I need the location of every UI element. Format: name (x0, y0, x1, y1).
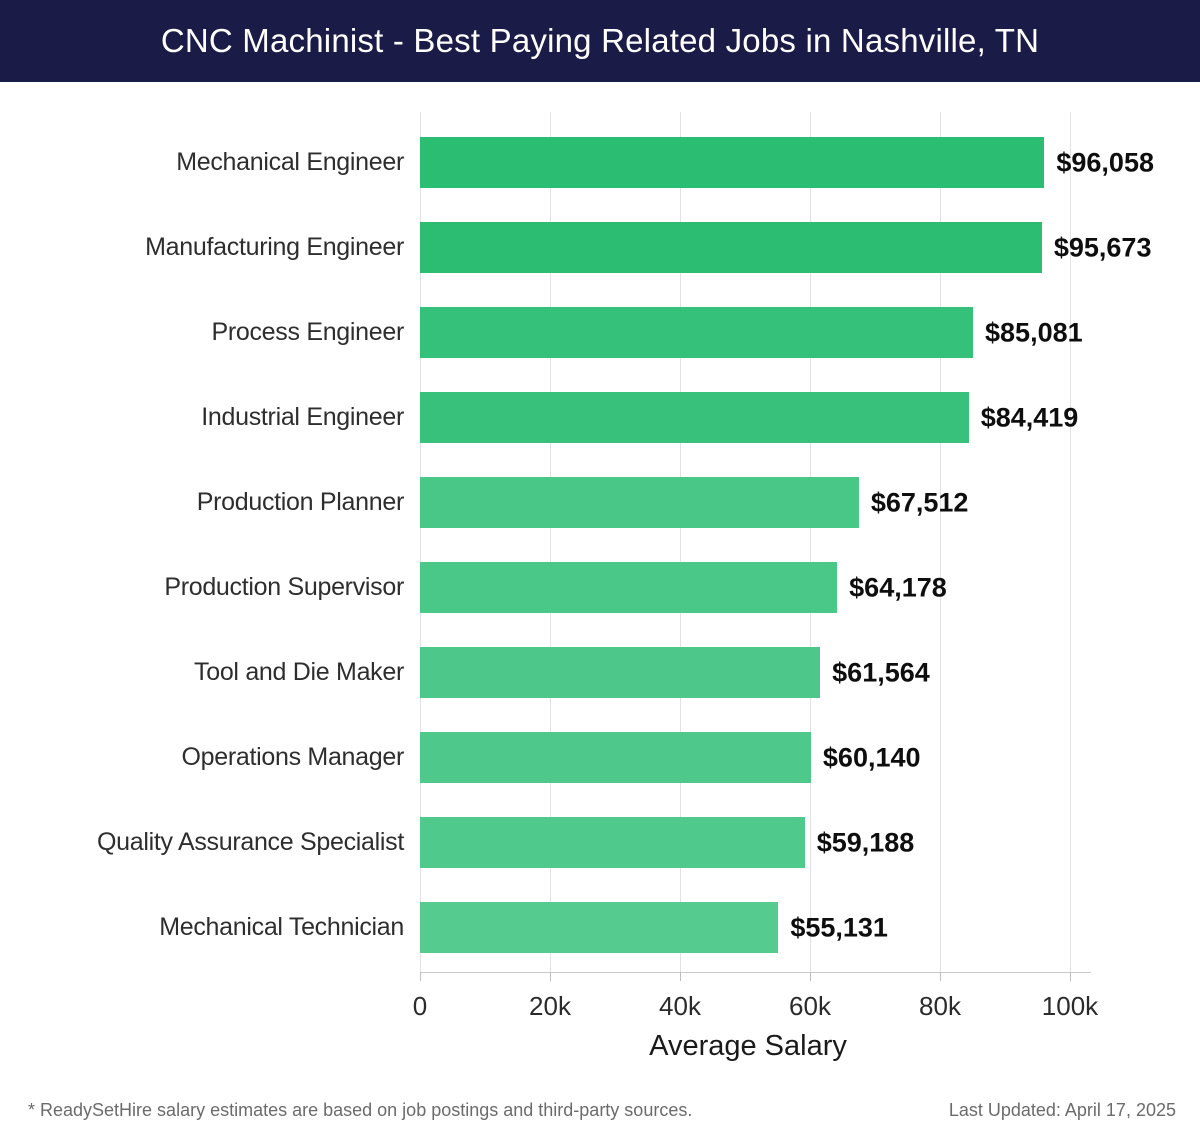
chart-row: Quality Assurance Specialist $59,188 (0, 800, 1200, 885)
tick-label: 80k (919, 991, 961, 1021)
bar-track: $59,188 (420, 800, 1200, 885)
bar (420, 902, 779, 953)
bar-track: $60,140 (420, 715, 1200, 800)
category-label: Mechanical Technician (159, 913, 404, 941)
chart-row: Tool and Die Maker $61,564 (0, 630, 1200, 715)
disclaimer-text: * ReadySetHire salary estimates are base… (28, 1100, 693, 1120)
bar-track: $96,058 (420, 120, 1200, 205)
value-label: $96,058 (1056, 147, 1154, 177)
category-label: Tool and Die Maker (194, 658, 404, 686)
chart-row: Operations Manager $60,140 (0, 715, 1200, 800)
x-axis-tick-labels: 0 20k 40k 60k 80k 100k (413, 991, 1120, 1025)
chart-title: CNC Machinist - Best Paying Related Jobs… (160, 22, 1040, 59)
gridlines (420, 112, 1080, 972)
value-label: $84,419 (980, 402, 1079, 432)
category-label: Manufacturing Engineer (145, 233, 404, 261)
bar (420, 477, 859, 528)
x-axis-ticks (420, 972, 1080, 982)
gridline (550, 112, 551, 972)
category-label: Industrial Engineer (201, 403, 404, 431)
bar (420, 562, 838, 613)
tick-label: 100k (1041, 991, 1099, 1021)
chart-row: Production Supervisor $64,178 (0, 545, 1200, 630)
gridline (1070, 112, 1071, 972)
tick-label: 20k (529, 991, 571, 1021)
value-label: $64,178 (849, 572, 947, 602)
chart-row: Mechanical Technician $55,131 (0, 885, 1200, 970)
bar-track: $55,131 (420, 885, 1200, 970)
value-label: $55,131 (790, 912, 888, 942)
gridline (810, 112, 811, 972)
gridline (420, 112, 421, 972)
bar-track: $67,512 (420, 460, 1200, 545)
axis-tick (680, 972, 681, 981)
chart-row: Process Engineer $85,081 (0, 290, 1200, 375)
bar (420, 817, 805, 868)
chart-row: Production Planner $67,512 (0, 460, 1200, 545)
bar-track: $61,564 (420, 630, 1200, 715)
bar (420, 647, 821, 698)
tick-label: 60k (789, 991, 831, 1021)
axis-tick (550, 972, 551, 981)
tick-label: 40k (659, 991, 701, 1021)
category-label: Production Supervisor (164, 573, 404, 601)
value-label: $85,081 (985, 317, 1083, 347)
chart-row: Manufacturing Engineer $95,673 (0, 205, 1200, 290)
chart-row: Industrial Engineer $84,419 (0, 375, 1200, 460)
chart-row: Mechanical Engineer $96,058 (0, 120, 1200, 205)
value-label: $59,188 (816, 827, 915, 857)
bar (420, 732, 811, 783)
x-axis-line (420, 972, 1091, 973)
axis-tick (940, 972, 941, 981)
category-label: Process Engineer (211, 318, 404, 346)
x-axis-title: Average Salary (649, 1030, 847, 1062)
category-label: Operations Manager (181, 743, 404, 771)
bar-track: $85,081 (420, 290, 1200, 375)
gridline (680, 112, 681, 972)
bar (420, 307, 974, 358)
last-updated-text: Last Updated: April 17, 2025 (948, 1100, 1176, 1120)
value-label: $60,140 (822, 742, 921, 772)
chart-header: CNC Machinist - Best Paying Related Jobs… (0, 0, 1200, 82)
axis-tick (810, 972, 811, 981)
axis-tick (420, 972, 421, 981)
bar-track: $95,673 (420, 205, 1200, 290)
bar (420, 137, 1045, 188)
value-label: $67,512 (870, 487, 969, 517)
gridline (940, 112, 941, 972)
bar (420, 392, 969, 443)
bar (420, 222, 1042, 273)
tick-label: 0 (412, 991, 428, 1021)
category-label: Quality Assurance Specialist (96, 828, 404, 856)
value-label: $95,673 (1053, 232, 1152, 262)
value-label: $61,564 (832, 657, 930, 687)
bar-track: $84,419 (420, 375, 1200, 460)
bar-track: $64,178 (420, 545, 1200, 630)
bar-chart: Mechanical Engineer $96,058 Manufacturing … (0, 120, 1200, 970)
category-label: Mechanical Engineer (176, 148, 404, 176)
category-label: Production Planner (196, 488, 405, 516)
axis-tick (1070, 972, 1071, 981)
